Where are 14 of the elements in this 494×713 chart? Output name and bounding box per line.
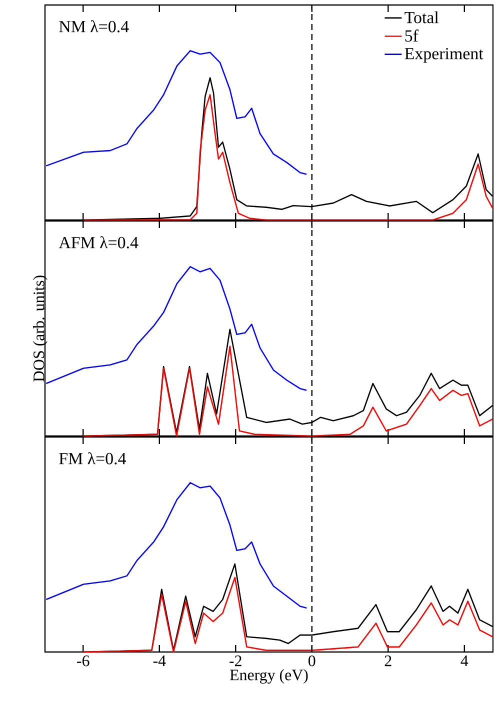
x-axis-title: Energy (eV) xyxy=(230,669,308,684)
text: NM λ=0.4 xyxy=(59,20,130,32)
y-axis-title: DOS (arb. units) xyxy=(33,276,48,382)
legend-label: Experiment xyxy=(405,48,484,63)
legend-label: 5f xyxy=(406,30,419,42)
x-tick-label: -6 xyxy=(77,656,90,666)
x-tick-label: 4 xyxy=(460,656,468,666)
x-tick-label: 0 xyxy=(308,656,316,666)
text: FM λ=0.4 xyxy=(59,452,126,464)
x-tick-label: -4 xyxy=(154,656,166,666)
x-tick-label: 2 xyxy=(385,656,392,666)
legend-label: Total xyxy=(404,11,439,24)
x-tick-label: -2 xyxy=(230,656,242,666)
text: AFM λ=0.4 xyxy=(59,236,138,248)
